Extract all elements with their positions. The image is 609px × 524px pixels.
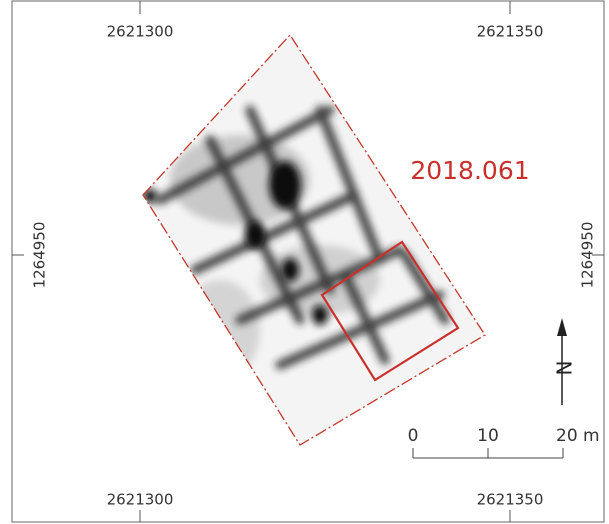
north-label: N	[552, 361, 576, 376]
grid-label: 2621350	[477, 491, 544, 509]
map: 2621300 2621350 2621300 2621350 1264950 …	[0, 0, 609, 524]
grid-label: 2621300	[107, 23, 174, 41]
grid-label: 1264950	[579, 222, 597, 289]
scale-label: 0	[408, 426, 419, 446]
grid-label: 2621350	[477, 23, 544, 41]
scale-label: 10	[477, 426, 499, 446]
page: 2621300 2621350 2621300 2621350 1264950 …	[0, 0, 609, 524]
grid-label: 2621300	[107, 491, 174, 509]
geophysics-image	[0, 0, 609, 524]
site-label: 2018.061	[410, 156, 529, 185]
grid-label: 1264950	[31, 222, 49, 289]
scale-bar	[413, 448, 563, 458]
scale-label: 20 m	[556, 426, 600, 446]
